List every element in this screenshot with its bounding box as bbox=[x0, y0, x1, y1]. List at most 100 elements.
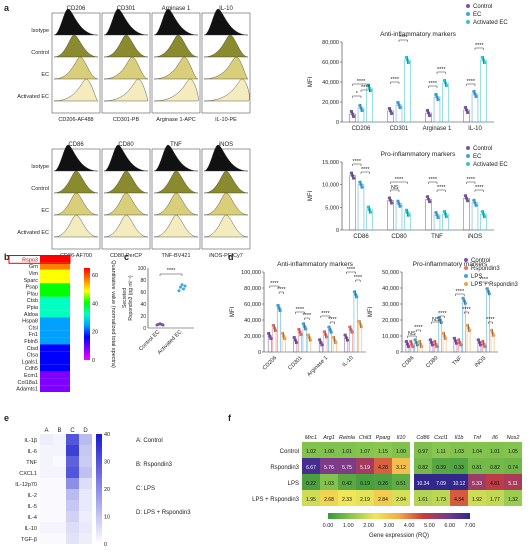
column-label: Retnla bbox=[339, 435, 355, 441]
heatmap-cell bbox=[468, 442, 486, 458]
legend-marker bbox=[466, 4, 470, 8]
heatmap-cell bbox=[40, 276, 70, 284]
heatmap-cell bbox=[320, 474, 338, 490]
heatmap-cell bbox=[40, 378, 70, 386]
x-tick-label: CD80 bbox=[391, 234, 407, 240]
data-point bbox=[398, 204, 402, 208]
data-point bbox=[445, 215, 449, 219]
data-point bbox=[357, 319, 361, 324]
data-point bbox=[358, 180, 362, 184]
heatmap-cell bbox=[40, 385, 70, 392]
gene-label: Ctsd bbox=[27, 346, 38, 352]
y-tick-label: 10,000 bbox=[322, 183, 339, 189]
heatmap-cell bbox=[79, 500, 92, 511]
heatmap-cell bbox=[66, 522, 79, 533]
data-point bbox=[182, 287, 185, 291]
flow-marker-title: IL-10 bbox=[219, 6, 233, 12]
data-point bbox=[274, 328, 278, 333]
gene-label: Vim bbox=[29, 271, 39, 277]
heatmap-cell bbox=[40, 456, 53, 467]
heatmap-cell bbox=[79, 511, 92, 522]
data-point bbox=[179, 285, 182, 289]
y-tick-label: 100 bbox=[138, 266, 147, 272]
data-point bbox=[417, 339, 421, 344]
significance-bracket bbox=[487, 321, 493, 324]
flow-histogram-ec bbox=[153, 56, 199, 80]
significance-label: **** bbox=[475, 43, 484, 49]
heatmap-cell bbox=[40, 330, 70, 338]
data-point bbox=[283, 336, 287, 341]
data-point bbox=[387, 106, 391, 111]
gene-label: Fbln5 bbox=[24, 339, 38, 345]
data-point bbox=[468, 328, 472, 333]
data-point bbox=[409, 339, 413, 344]
data-point bbox=[480, 55, 484, 60]
heatmap-cell bbox=[66, 478, 79, 489]
data-point bbox=[474, 203, 478, 207]
heatmap-cell bbox=[414, 490, 432, 506]
row-label: IL-1β bbox=[24, 438, 37, 444]
x-tick-label: TNF bbox=[431, 234, 443, 240]
flow-marker-title: CD206 bbox=[67, 6, 86, 12]
legend-marker bbox=[466, 20, 470, 24]
heatmap-cell bbox=[450, 474, 468, 490]
heatmap-cell bbox=[392, 458, 410, 474]
cell-value: 10.34 bbox=[417, 481, 430, 487]
heatmap-cell bbox=[414, 458, 432, 474]
cell-value: 4.81 bbox=[490, 481, 500, 487]
cell-value: 1.03 bbox=[454, 449, 464, 455]
x-tick-label: iNOS bbox=[468, 234, 482, 240]
data-point bbox=[439, 320, 443, 325]
heatmap-cell bbox=[392, 442, 410, 458]
heatmap-cell bbox=[79, 533, 92, 544]
bar-chart-a-pro: Pro-inflammatory markers 0 5,000 10,000 15,0… bbox=[308, 146, 508, 240]
cell-value: 5.76 bbox=[324, 465, 334, 471]
data-point bbox=[442, 78, 446, 83]
data-point bbox=[404, 208, 408, 212]
legend-label: Activated EC bbox=[473, 20, 508, 26]
significance-bracket bbox=[415, 329, 421, 332]
significance-label: NS bbox=[432, 317, 440, 323]
heatmap-cell bbox=[414, 442, 432, 458]
gene-label: Ecm1 bbox=[24, 373, 38, 379]
significance-bracket bbox=[474, 47, 484, 50]
row-label: CXCL1 bbox=[19, 471, 37, 477]
data-point bbox=[183, 284, 187, 288]
data-point bbox=[366, 205, 370, 209]
cell-value: 4.34 bbox=[454, 497, 464, 503]
heatmap-cell bbox=[338, 474, 356, 490]
heatmap-cell bbox=[432, 458, 450, 474]
heatmap-cell bbox=[40, 445, 53, 456]
heatmap-cell bbox=[40, 283, 70, 290]
column-label: Mrc1 bbox=[305, 435, 317, 441]
significance-bracket bbox=[463, 311, 469, 314]
heatmap-cell bbox=[414, 474, 432, 490]
heatmap-cell bbox=[40, 467, 53, 478]
cell-value: 3.12 bbox=[396, 465, 406, 471]
data-point bbox=[489, 328, 493, 332]
heatmap-cell bbox=[53, 489, 66, 500]
y-tick-label: 0 bbox=[336, 120, 339, 126]
data-point bbox=[466, 110, 470, 115]
cell-value: 1.95 bbox=[306, 497, 316, 503]
data-point bbox=[437, 315, 441, 320]
y-axis-label: Rspondin3 (pg ml⁻¹) bbox=[128, 275, 134, 320]
data-point bbox=[481, 339, 485, 344]
gene-label: Rspo3 bbox=[22, 257, 38, 263]
y-tick-label: 15,000 bbox=[322, 160, 339, 166]
data-point bbox=[428, 113, 432, 118]
legend-marker bbox=[466, 12, 470, 16]
y-tick-label: 50,000 bbox=[382, 270, 399, 276]
cell-value: 0.82 bbox=[490, 465, 500, 471]
significance-bracket bbox=[320, 315, 331, 318]
significance-bracket bbox=[431, 321, 441, 324]
heatmap-cell bbox=[66, 511, 79, 522]
significance-bracket bbox=[329, 321, 335, 324]
data-point bbox=[463, 105, 467, 110]
data-point bbox=[452, 336, 456, 340]
data-point bbox=[433, 339, 437, 344]
heatmap-cell bbox=[79, 522, 92, 533]
cell-value: 1.02 bbox=[306, 449, 316, 455]
cell-value: 4.28 bbox=[378, 465, 388, 471]
